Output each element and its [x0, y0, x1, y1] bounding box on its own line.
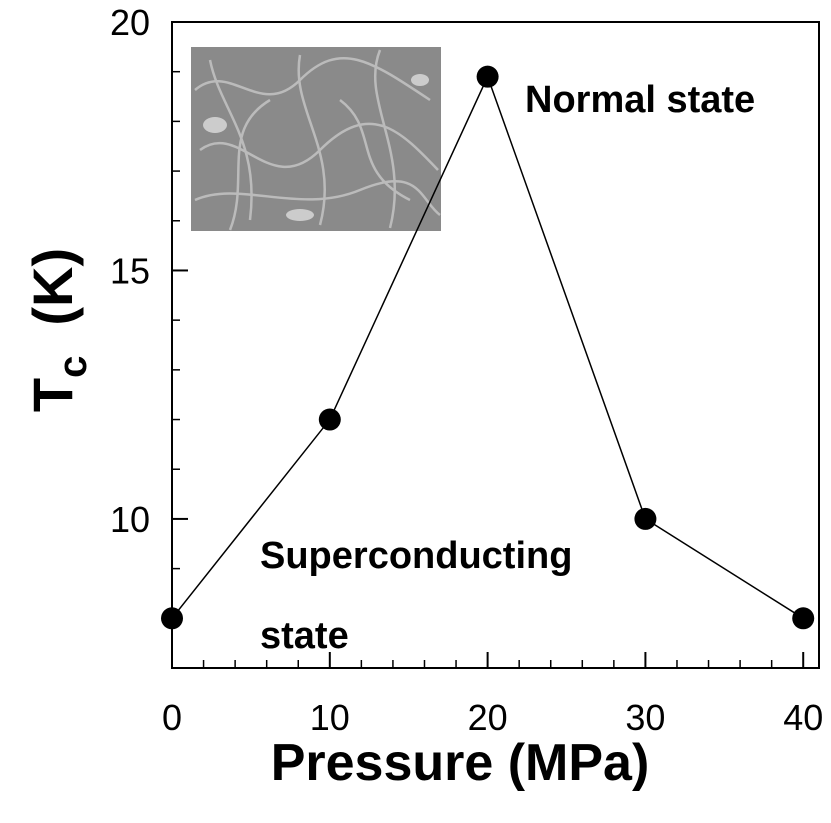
- y-tick-label: 15: [110, 250, 150, 291]
- annotation: Normal state: [525, 79, 755, 121]
- x-tick-label: 40: [783, 697, 823, 738]
- y-axis-unit: (K): [21, 248, 84, 326]
- y-axis-subscript: c: [51, 356, 95, 378]
- data-point: [161, 607, 183, 630]
- x-tick-label: 10: [310, 697, 350, 738]
- y-tick-label: 20: [110, 2, 150, 43]
- x-tick-label: 0: [162, 697, 182, 738]
- data-point: [792, 607, 815, 630]
- x-tick-label: 30: [625, 697, 665, 738]
- annotation: state: [260, 615, 349, 657]
- data-point: [318, 408, 341, 431]
- y-tick-label: 10: [110, 499, 150, 540]
- data-point: [634, 507, 657, 530]
- plot-frame: [171, 21, 820, 669]
- y-axis-symbol: T: [21, 378, 84, 412]
- y-axis-title: Tc (K): [21, 248, 95, 412]
- x-tick-label: 20: [468, 697, 508, 738]
- annotation: Superconducting: [260, 535, 572, 577]
- x-axis-title: Pressure (MPa): [271, 734, 650, 792]
- data-point: [476, 65, 499, 88]
- inset-image: [191, 47, 441, 231]
